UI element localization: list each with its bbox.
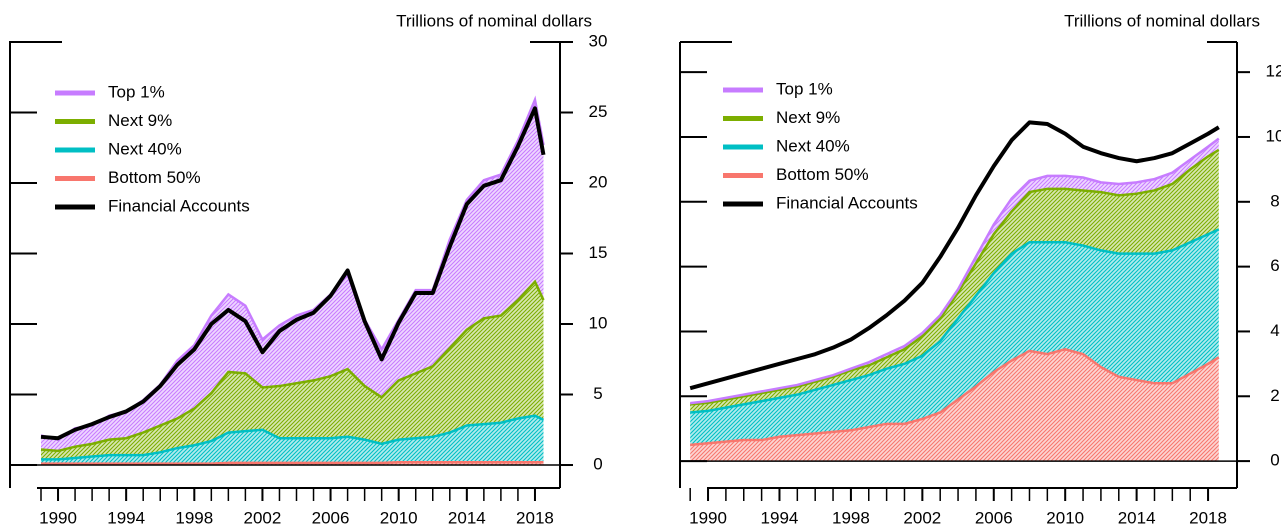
x-tick-label: 2014 [1118,508,1156,525]
x-tick-label: 2002 [903,508,941,525]
legend-label: Financial Accounts [776,193,918,212]
y-tick-label: 0 [593,455,602,474]
legend-label: Next 9% [776,108,840,127]
y-tick-label: 10 [1266,126,1281,145]
legend-label: Top 1% [776,79,833,98]
x-tick-label: 1994 [761,508,799,525]
area-edge [41,460,544,465]
area [41,281,544,460]
line [40,106,546,441]
legend-label: Next 9% [108,111,172,130]
x-tick-label: 1998 [175,508,213,525]
area-edge [690,148,1220,406]
x-tick-label: 2006 [312,508,350,525]
area-edge [41,414,545,461]
x-tick-label: 2010 [1046,508,1084,525]
x-tick-label: 2002 [244,508,282,525]
x-tick-label: 2014 [448,508,486,525]
area-edge [690,228,1220,414]
y-axis-label: Trillions of nominal dollars [396,11,592,30]
x-tick-label: 2006 [975,508,1013,525]
legend-label: Next 40% [776,136,850,155]
area [690,149,1219,413]
area [690,229,1219,445]
y-tick-label: 8 [1270,191,1279,210]
y-tick-label: 0 [1270,451,1279,470]
area-edge [690,347,1220,447]
x-tick-label: 2010 [380,508,418,525]
x-tick-label: 1990 [689,508,727,525]
x-tick-label: 1994 [107,508,145,525]
x-tick-label: 1998 [832,508,870,525]
y-tick-label: 10 [589,313,608,332]
legend-label: Bottom 50% [776,165,869,184]
y-tick-label: 6 [1270,256,1279,275]
legend-label: Bottom 50% [108,168,201,187]
x-tick-label: 2018 [1189,508,1227,525]
y-tick-label: 25 [589,102,608,121]
y-tick-label: 20 [589,172,608,191]
y-tick-label: 30 [589,31,608,50]
y-tick-label: 2 [1270,386,1279,405]
area-edge [690,137,1220,405]
line [689,120,1220,391]
y-tick-label: 12 [1266,62,1281,81]
x-tick-label: 1990 [39,508,77,525]
y-tick-label: 15 [589,243,608,262]
legend-label: Next 40% [108,139,182,158]
y-axis-label: Trillions of nominal dollars [1064,11,1260,30]
y-tick-label: 4 [1270,321,1279,340]
area-edge [40,279,545,453]
x-tick-label: 2018 [516,508,554,525]
area [41,99,544,451]
y-tick-label: 5 [593,384,602,403]
legend-label: Financial Accounts [108,196,250,215]
legend-label: Top 1% [108,82,165,101]
